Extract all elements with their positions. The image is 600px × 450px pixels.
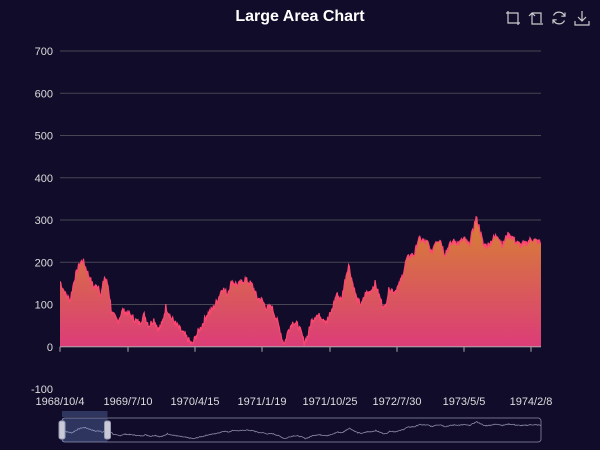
data-zoom-track[interactable] — [61, 417, 542, 443]
data-zoom-move-bar[interactable] — [62, 411, 108, 417]
x-tick-label: 1969/7/10 — [104, 396, 153, 408]
y-tick-label: 500 — [35, 131, 53, 143]
save-image-button[interactable] — [574, 10, 590, 26]
save-image-icon — [574, 11, 590, 26]
area-series-line — [60, 215, 541, 346]
x-tick-label: 1972/7/30 — [373, 396, 422, 408]
y-tick-label: 0 — [47, 342, 53, 354]
chart-title: Large Area Chart — [235, 8, 365, 25]
restore-button[interactable] — [551, 10, 567, 26]
data-zoom-handle-right[interactable] — [104, 420, 112, 440]
y-tick-label: 300 — [35, 215, 53, 227]
restore-icon — [552, 11, 566, 25]
area-series-fill — [60, 216, 541, 347]
toolbox — [505, 10, 590, 26]
x-tick-label: 1968/10/4 — [36, 396, 85, 408]
zoom-select-icon — [506, 11, 520, 25]
data-zoom-window[interactable] — [62, 418, 108, 442]
y-tick-label: 700 — [35, 46, 53, 58]
x-tick-label: 1970/4/15 — [171, 396, 220, 408]
x-tick-label: 1974/2/8 — [510, 396, 553, 408]
y-tick-label: 100 — [35, 300, 53, 312]
y-tick-label: -100 — [31, 384, 53, 396]
zoom-select-button[interactable] — [505, 10, 521, 26]
x-tick-label: 1973/5/5 — [443, 396, 486, 408]
y-tick-label: 600 — [35, 88, 53, 100]
data-zoom-handle-left[interactable] — [58, 420, 66, 440]
y-tick-label: 200 — [35, 257, 53, 269]
zoom-reset-icon — [528, 12, 543, 25]
data-zoom-preview — [61, 421, 542, 440]
x-tick-label: 1971/1/19 — [238, 396, 287, 408]
x-tick-label: 1971/10/25 — [302, 396, 357, 408]
zoom-reset-button[interactable] — [528, 10, 544, 26]
y-tick-label: 400 — [35, 173, 53, 185]
